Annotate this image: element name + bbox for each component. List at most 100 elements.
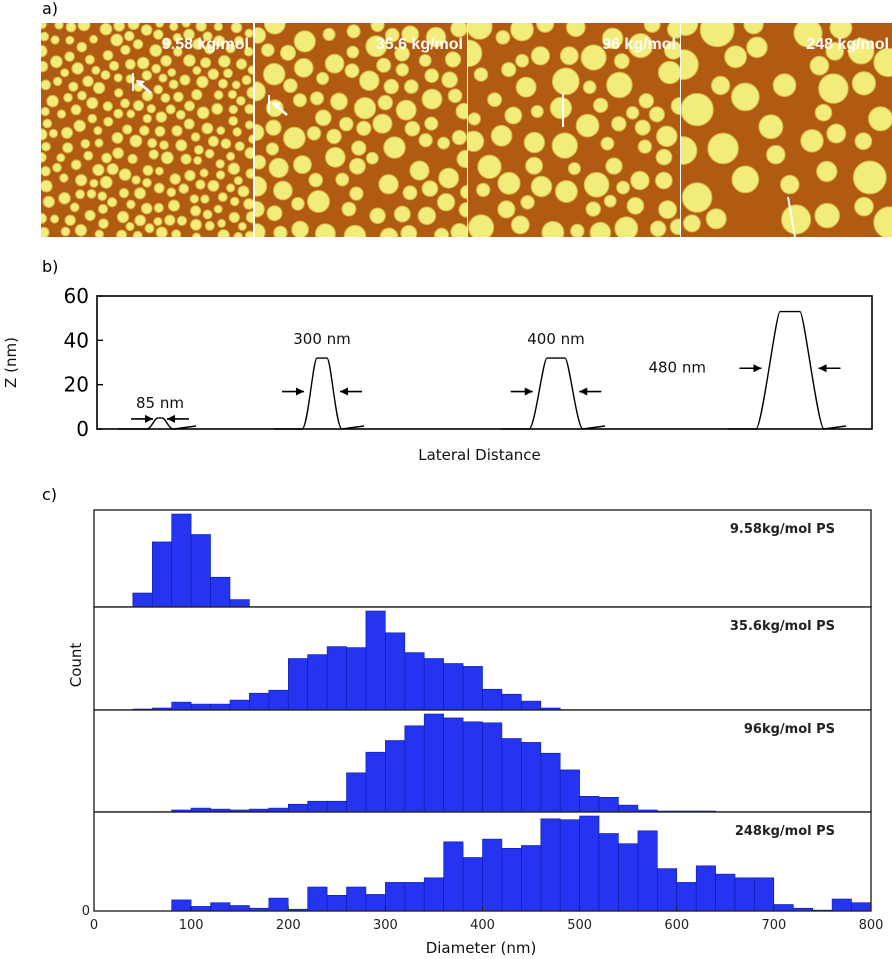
droplet <box>395 63 410 77</box>
droplet <box>551 132 578 159</box>
droplet <box>444 51 462 68</box>
droplet <box>168 79 179 90</box>
droplet <box>409 160 430 181</box>
droplet <box>625 106 640 120</box>
arrow-right-icon <box>753 364 762 373</box>
droplet <box>190 205 202 217</box>
droplet <box>758 114 784 140</box>
droplet <box>279 44 297 61</box>
droplet <box>77 23 91 32</box>
droplet <box>120 98 130 109</box>
x-tick-label: 200 <box>276 918 301 933</box>
droplet <box>140 24 153 36</box>
height-profile-chart: 0 20 40 60 Z (nm) Lateral Distance 85 nm 300 nm… <box>2 284 873 464</box>
hist-bar <box>676 882 697 912</box>
droplet <box>495 30 511 45</box>
droplet <box>530 46 551 66</box>
droplet <box>589 221 612 237</box>
droplet <box>559 46 579 66</box>
droplet <box>131 175 141 185</box>
droplet <box>127 23 140 31</box>
droplet <box>551 67 580 96</box>
droplet <box>41 152 47 163</box>
droplet <box>200 194 210 204</box>
droplet <box>213 35 226 48</box>
droplet <box>202 209 213 220</box>
droplet <box>229 196 240 207</box>
droplet <box>681 23 699 36</box>
droplet <box>306 126 322 141</box>
width-label-1: 85 nm <box>136 394 184 412</box>
afm-droplets-3 <box>468 23 680 237</box>
droplet <box>60 226 71 237</box>
droplet <box>217 229 230 237</box>
droplet <box>309 91 325 106</box>
width-label-3: 400 nm <box>527 330 585 348</box>
droplet <box>110 33 124 47</box>
droplet <box>204 43 215 55</box>
droplet <box>113 108 124 119</box>
droplet <box>216 126 226 136</box>
droplet <box>158 73 168 83</box>
arrow-right-icon <box>145 414 153 423</box>
droplet <box>643 23 661 33</box>
droplet <box>263 23 286 35</box>
droplet <box>255 123 265 142</box>
droplet <box>167 68 177 77</box>
x-tick-label: 400 <box>470 918 495 933</box>
droplet <box>126 199 136 210</box>
arrow-head-icon <box>136 80 145 87</box>
droplet <box>86 97 99 110</box>
droplet <box>873 47 892 78</box>
hist-bar <box>346 647 367 711</box>
profile-curve-1 <box>118 417 197 430</box>
series-label-2: 35.6kg/mol PS <box>730 619 835 634</box>
droplet <box>113 73 123 83</box>
droplet <box>268 157 289 179</box>
droplet <box>575 113 600 138</box>
droplet <box>160 151 174 165</box>
droplet <box>852 160 887 195</box>
droplet <box>237 185 250 198</box>
droplet <box>244 28 253 38</box>
hist-bar <box>423 658 444 711</box>
droplet <box>255 81 266 102</box>
droplet <box>654 171 673 190</box>
hist-bar <box>540 818 561 912</box>
droplet <box>65 35 75 45</box>
droplet <box>648 106 666 123</box>
droplet <box>730 82 760 112</box>
profile-frame <box>96 295 873 430</box>
droplet <box>365 151 379 165</box>
droplet <box>116 210 130 224</box>
droplet <box>369 207 386 225</box>
droplet <box>101 152 112 164</box>
droplet <box>193 144 204 155</box>
arrow-head-icon <box>272 102 281 109</box>
afm-label-1: 9.58 kg/mol <box>162 36 249 53</box>
profile-curve-2 <box>274 357 365 430</box>
droplet <box>829 23 853 40</box>
droplet <box>244 147 253 160</box>
arrow-left-icon <box>340 387 348 396</box>
droplet <box>570 223 585 237</box>
droplet <box>171 125 183 137</box>
droplet <box>50 214 60 224</box>
droplet <box>326 128 342 145</box>
droplet <box>169 173 181 185</box>
hist-bar <box>501 738 522 813</box>
droplet <box>814 103 833 122</box>
hist-bar <box>365 894 386 912</box>
droplet <box>226 151 236 161</box>
droplet <box>82 75 94 88</box>
droplet <box>260 43 275 57</box>
hist-bar <box>229 699 250 711</box>
droplet <box>291 220 309 237</box>
hist-bar <box>443 663 464 711</box>
droplet <box>746 36 768 59</box>
droplet <box>681 49 699 81</box>
droplet <box>351 140 367 156</box>
droplet <box>141 70 153 81</box>
droplet <box>707 132 739 165</box>
droplet <box>217 218 227 228</box>
